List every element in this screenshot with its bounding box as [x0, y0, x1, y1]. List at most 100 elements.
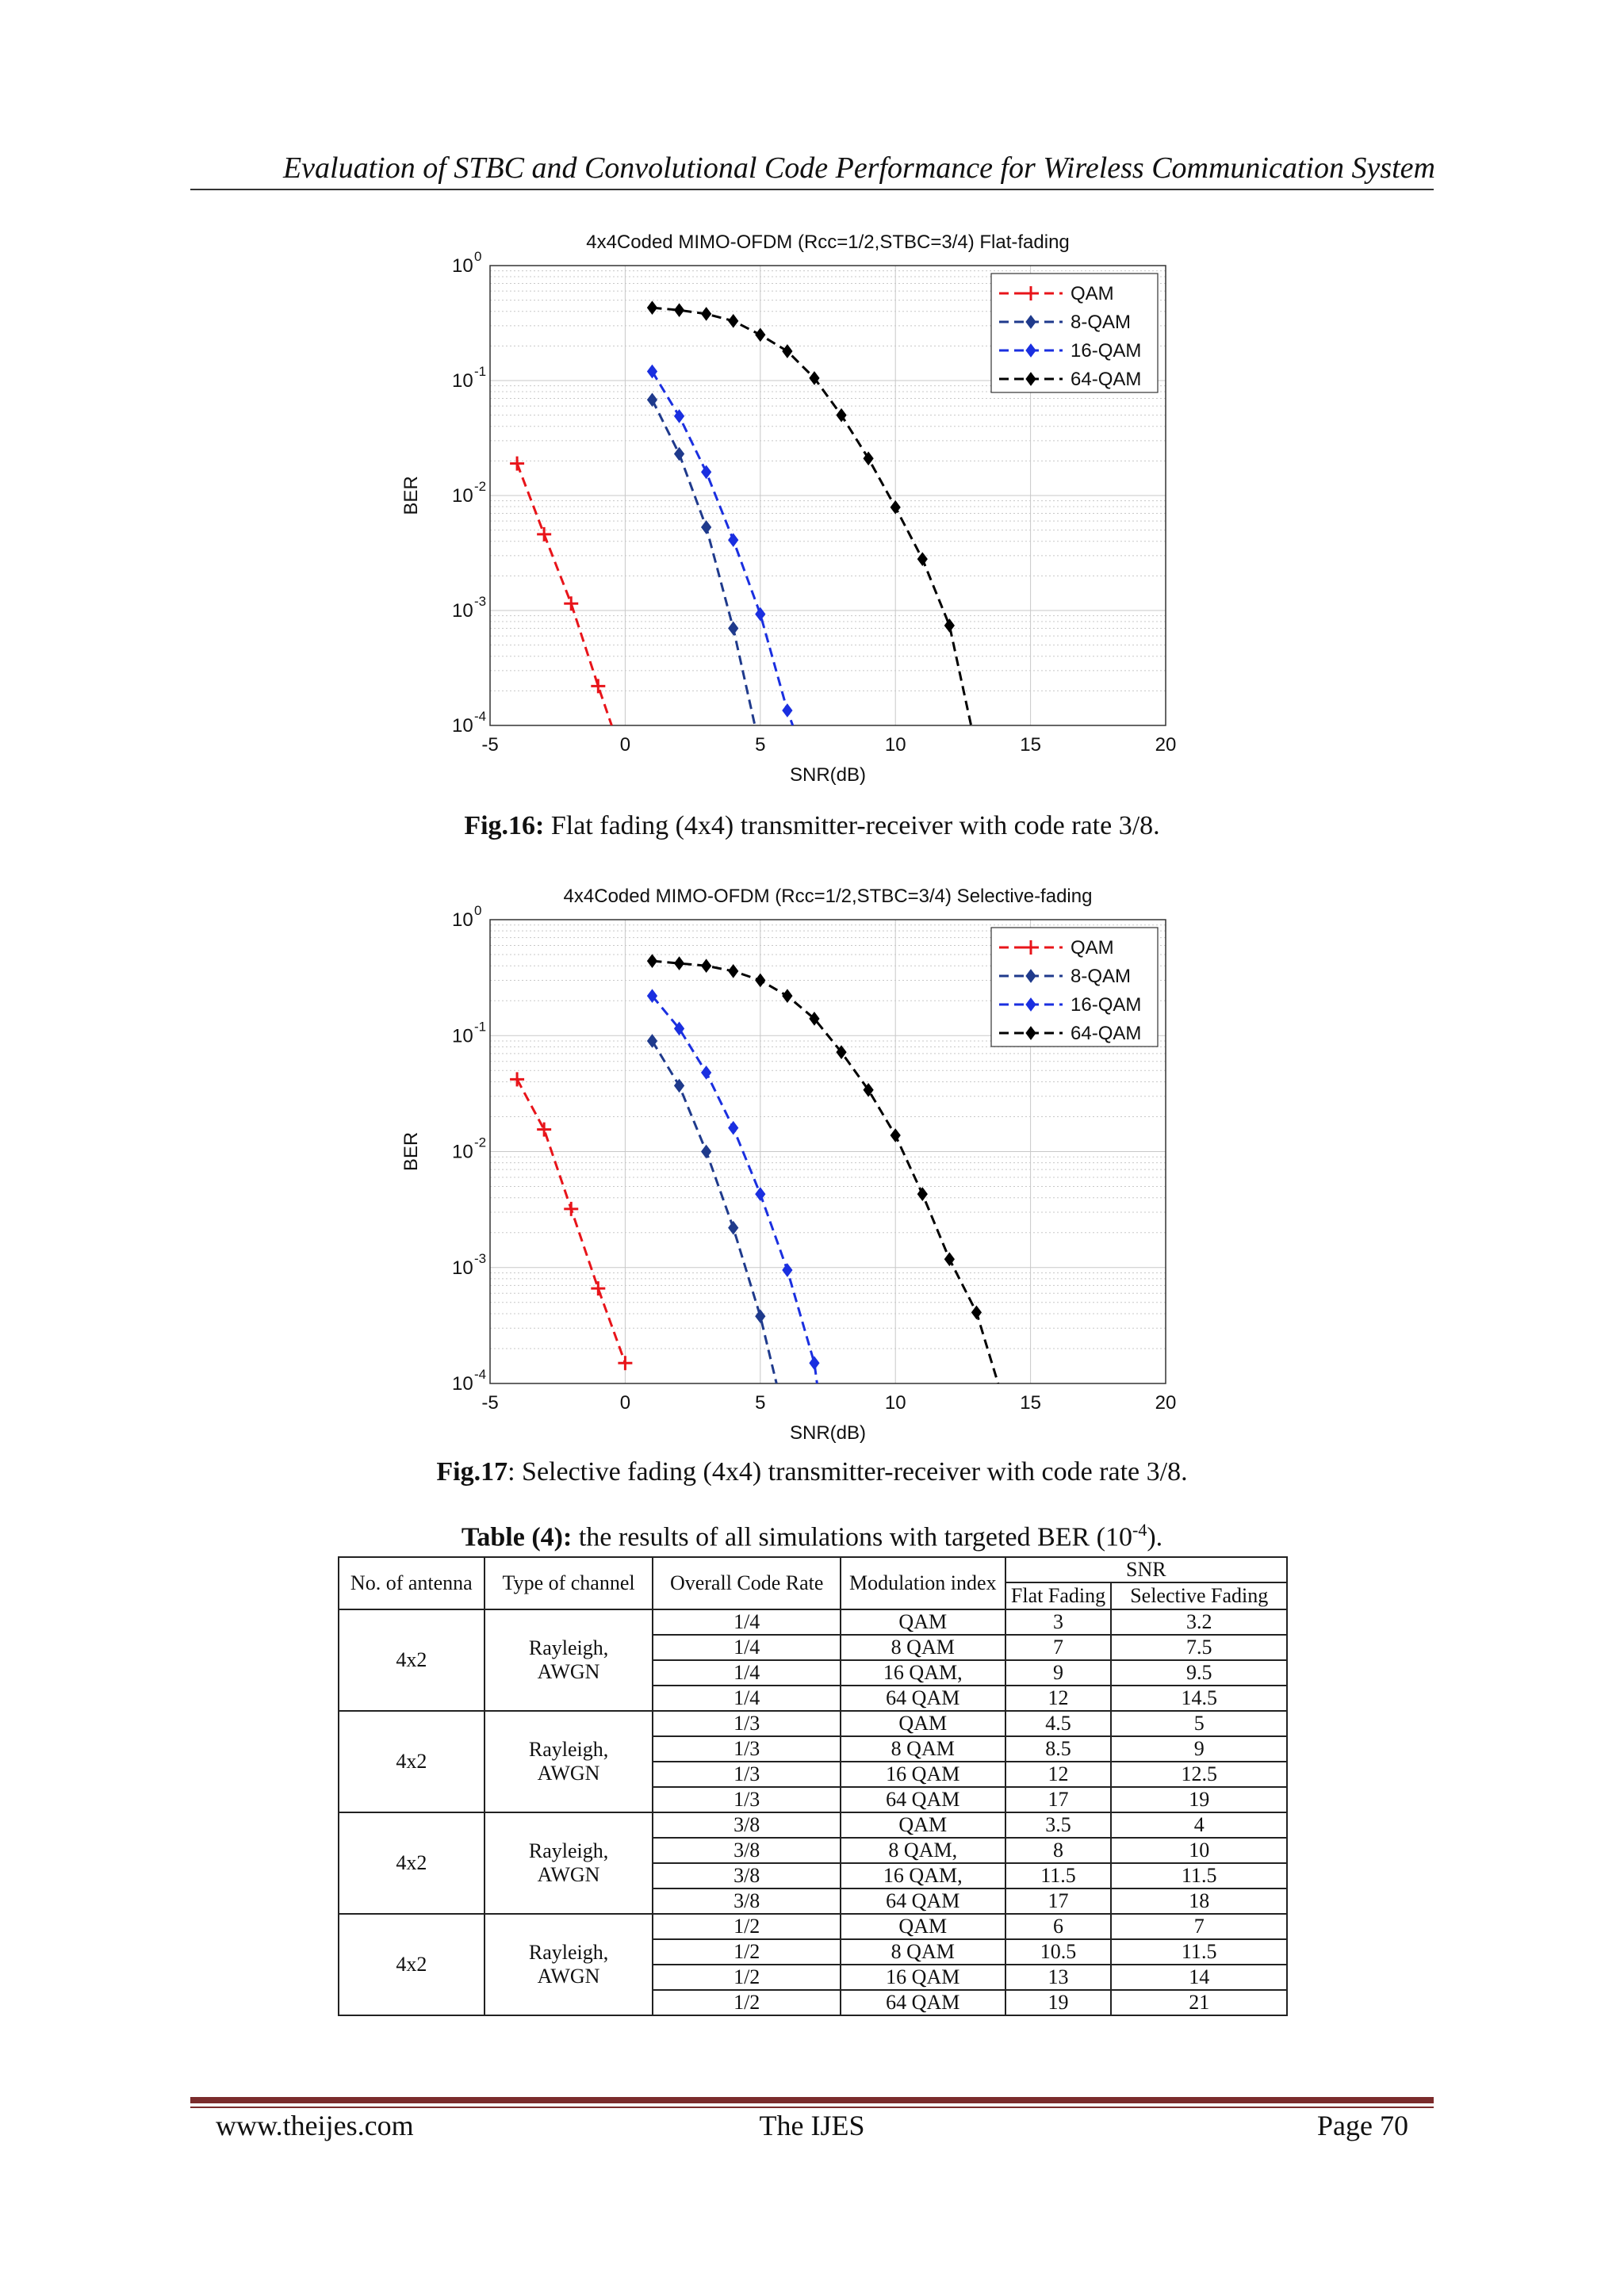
y-tick-label: 10	[452, 1257, 473, 1279]
cell-antenna: 4x2	[338, 1812, 485, 1915]
cell-antenna: 4x2	[338, 1710, 485, 1813]
cell-selective-snr: 9	[1110, 1735, 1288, 1762]
data-point	[836, 1045, 847, 1059]
cell-modulation: 64 QAM	[839, 1786, 1006, 1813]
data-point	[646, 954, 658, 968]
x-tick-label: 20	[1155, 734, 1177, 756]
figure-17-caption: Fig.17: Selective fading (4x4) transmitt…	[0, 1457, 1624, 1487]
data-point	[755, 607, 766, 622]
data-point	[782, 344, 793, 358]
cell-selective-snr: 18	[1110, 1888, 1288, 1915]
footer-rule	[190, 2097, 1434, 2103]
table-subheader-row: Flat Fading Selective Fading	[339, 1582, 1288, 1610]
data-point	[701, 465, 712, 480]
x-tick-label: -5	[481, 734, 498, 756]
legend-label: 16-QAM	[1071, 994, 1141, 1016]
series-64-qam	[646, 300, 973, 725]
y-tick-exponent: -1	[474, 364, 486, 379]
table-row: 1/2 8 QAM 10.5 11.5	[339, 1938, 1288, 1965]
axes-frame	[489, 919, 1166, 1384]
cell-flat-snr: 10.5	[1004, 1938, 1113, 1965]
legend: QAM 8-QAM 16-QAM 64-QAM	[990, 927, 1159, 1047]
legend-marker	[1025, 343, 1036, 358]
data-point	[673, 303, 685, 317]
data-point	[728, 964, 739, 978]
data-point	[890, 500, 901, 515]
cell-selective-snr: 14.5	[1110, 1685, 1288, 1712]
legend-label: 8-QAM	[1071, 966, 1131, 987]
data-point	[646, 300, 658, 315]
data-point	[701, 1144, 712, 1159]
table-row: 3/8 8 QAM, 8 10	[339, 1837, 1288, 1864]
cell-modulation: 64 QAM	[839, 1989, 1006, 2016]
axes-frame	[489, 265, 1166, 726]
series-qam	[510, 1072, 633, 1371]
data-point	[863, 1082, 874, 1097]
cell-selective-snr: 4	[1110, 1812, 1288, 1839]
cell-selective-snr: 10	[1110, 1837, 1288, 1864]
legend-marker	[1024, 940, 1038, 955]
cell-flat-snr: 12	[1004, 1685, 1113, 1712]
cell-flat-snr: 4.5	[1004, 1710, 1113, 1737]
y-tick-label: 10	[452, 1142, 473, 1163]
data-point	[782, 1263, 793, 1277]
y-tick-label: 10	[452, 600, 473, 622]
cell-modulation: 8 QAM,	[839, 1837, 1006, 1864]
data-point	[701, 959, 712, 974]
cell-code-rate: 1/2	[652, 1964, 841, 1991]
legend-marker	[1025, 315, 1036, 329]
legend-marker	[1025, 372, 1036, 386]
series-line	[652, 959, 1000, 1383]
y-axis-label: BER	[400, 1132, 422, 1171]
data-point	[971, 1305, 982, 1320]
cell-flat-snr: 6	[1004, 1913, 1113, 1940]
data-point	[537, 526, 552, 541]
header-antenna: No. of antenna	[338, 1556, 485, 1610]
series-8-qam	[646, 1034, 778, 1383]
x-tick-label: 20	[1155, 1392, 1177, 1414]
legend-marker	[1025, 969, 1036, 983]
table-row: 1/4 8 QAM 7 7.5	[339, 1634, 1288, 1661]
data-point	[510, 456, 525, 471]
cell-modulation: QAM	[839, 1609, 1006, 1636]
cell-modulation: 8 QAM	[839, 1634, 1006, 1661]
data-point	[646, 364, 658, 379]
cell-code-rate: 3/8	[652, 1837, 841, 1864]
x-tick-label: 10	[885, 1392, 906, 1414]
data-point	[728, 533, 739, 547]
data-point	[944, 1252, 955, 1267]
footer-rule-thin	[190, 2107, 1434, 2108]
cell-code-rate: 1/4	[652, 1685, 841, 1712]
cell-modulation: QAM	[839, 1812, 1006, 1839]
table-row: 4x2 Rayleigh, AWGN 3/8 QAM 3.5 4	[338, 1812, 1288, 1915]
series-16-qam	[646, 364, 795, 725]
cell-modulation: 8 QAM	[839, 1735, 1006, 1762]
ber-chart-selective-fading: -5 0 5 10 15 20 10 0 10 -1 10 -2 10 -3 10 -4 4x4Coded MI…	[381, 876, 1189, 1467]
table-row: 1/2 16 QAM 13 14	[339, 1964, 1288, 1991]
table-caption-end: ).	[1147, 1522, 1163, 1552]
y-tick-label: 10	[452, 1373, 473, 1395]
legend-label: 64-QAM	[1071, 369, 1141, 390]
series-64-qam	[646, 954, 1000, 1383]
header-flat-fading: Flat Fading	[1004, 1582, 1113, 1610]
cell-code-rate: 3/8	[652, 1862, 841, 1889]
data-point	[537, 1122, 552, 1137]
cell-code-rate: 3/8	[652, 1812, 841, 1839]
data-point	[836, 408, 847, 423]
caption-label: Fig.16:	[464, 811, 545, 840]
header-modulation: Modulation index	[839, 1556, 1006, 1610]
series-line	[651, 1040, 778, 1383]
x-axis-label: SNR(dB)	[790, 764, 866, 786]
data-point	[890, 1128, 901, 1142]
cell-flat-snr: 17	[1004, 1888, 1113, 1915]
data-point	[863, 451, 874, 466]
x-tick-label: 15	[1020, 1392, 1041, 1414]
legend-label: 64-QAM	[1071, 1023, 1141, 1044]
data-point	[673, 1078, 685, 1093]
table-row: 1/3 64 QAM 17 19	[339, 1786, 1288, 1813]
table-row: 1/3 8 QAM 8.5 9	[339, 1735, 1288, 1762]
data-point	[809, 1012, 820, 1026]
cell-flat-snr: 7	[1004, 1634, 1113, 1661]
